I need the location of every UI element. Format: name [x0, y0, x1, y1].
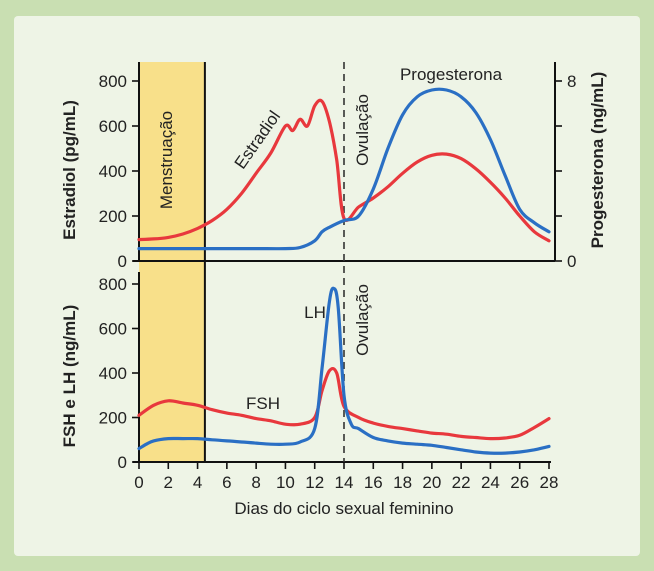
x-tick-label: 10: [276, 473, 295, 492]
bottom-y-tick-label: 800: [99, 275, 127, 294]
estradiol-series-line: [137, 98, 551, 243]
x-tick-label: 8: [251, 473, 260, 492]
top-y-tick-label: 800: [99, 72, 127, 91]
bottom-y-tick-label: 600: [99, 320, 127, 339]
data-curves: [137, 87, 551, 455]
x-tick-label: 0: [134, 473, 143, 492]
bottom-y-tick-label: 400: [99, 364, 127, 383]
top-y-tick-label: 600: [99, 117, 127, 136]
top-y-tick-label: 400: [99, 162, 127, 181]
y-axis-title-progesterone: Progesterona (ng/mL): [588, 72, 607, 249]
x-tick-label: 22: [452, 473, 471, 492]
x-tick-label: 14: [335, 473, 354, 492]
top-y-tick-label: 0: [118, 252, 127, 271]
ovulation-label-top: Ovulação: [353, 94, 372, 166]
top-y-tick-label: 200: [99, 207, 127, 226]
figure-panel: [14, 16, 640, 556]
right-y-tick-label: 0: [567, 252, 576, 271]
progesterone-label: Progesterona: [400, 65, 503, 84]
x-tick-label: 20: [422, 473, 441, 492]
lh-label: LH: [304, 303, 326, 322]
x-tick-label: 4: [193, 473, 202, 492]
x-tick-label: 6: [222, 473, 231, 492]
fsh-label: FSH: [246, 394, 280, 413]
ovulation-label-bottom: Ovulação: [353, 284, 372, 356]
x-tick-label: 18: [393, 473, 412, 492]
y-axis-title-estradiol: Estradiol (pg/mL): [60, 100, 79, 240]
lh-series-line: [137, 286, 551, 455]
progesterone-series-line: [137, 87, 551, 251]
x-tick-label: 24: [481, 473, 500, 492]
bottom-y-tick-label: 0: [118, 453, 127, 472]
fsh-series-line: [137, 366, 551, 441]
x-tick-label: 12: [305, 473, 324, 492]
menstruation-label: Menstruação: [157, 111, 176, 209]
y-axis-title-fsh-lh: FSH e LH (ng/mL): [60, 305, 79, 448]
x-tick-label: 26: [510, 473, 529, 492]
x-tick-label: 28: [540, 473, 559, 492]
x-axis-title: Dias do ciclo sexual feminino: [234, 499, 453, 518]
x-tick-label: 16: [364, 473, 383, 492]
right-y-tick-label: 8: [567, 72, 576, 91]
tick-marks: [132, 80, 562, 469]
x-tick-label: 2: [164, 473, 173, 492]
bottom-y-tick-label: 200: [99, 409, 127, 428]
